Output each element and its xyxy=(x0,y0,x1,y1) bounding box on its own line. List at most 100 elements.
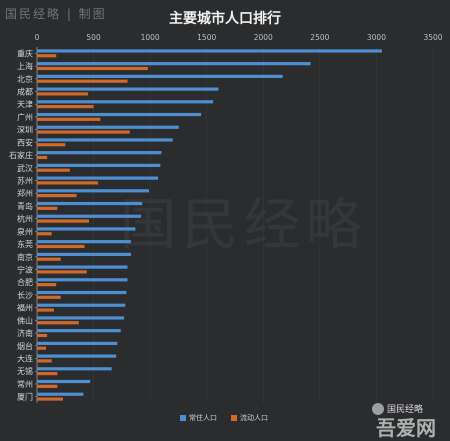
category-label: 武汉 xyxy=(17,163,33,173)
bar-resident xyxy=(37,227,136,231)
category-label: 泉州 xyxy=(17,226,33,236)
category-label: 常州 xyxy=(17,380,33,389)
bar-resident xyxy=(37,278,128,282)
watermark-bottom-label: 国民经略 xyxy=(387,405,424,415)
bar-resident xyxy=(37,214,142,218)
bar-floating xyxy=(37,397,64,401)
category-label: 成都 xyxy=(17,87,33,97)
x-tick-label: 500 xyxy=(86,33,101,42)
bar-floating xyxy=(37,117,101,121)
category-label: 济南 xyxy=(17,328,33,338)
bar-resident xyxy=(37,392,84,396)
category-label: 合肥 xyxy=(17,277,33,287)
bar-floating xyxy=(37,333,48,338)
bar-floating xyxy=(37,321,79,325)
bar-floating xyxy=(37,257,61,261)
bar-resident xyxy=(37,189,150,193)
bar-resident xyxy=(37,87,219,91)
category-label: 福州 xyxy=(17,304,33,313)
bar-floating xyxy=(37,372,58,376)
category-label: 杭州 xyxy=(17,214,33,224)
x-tick-label: 1000 xyxy=(141,33,160,42)
bar-floating xyxy=(37,384,58,388)
category-label: 东莞 xyxy=(17,239,33,249)
bar-resident xyxy=(37,316,125,320)
bar-resident xyxy=(37,201,143,206)
bar-floating xyxy=(37,194,77,198)
bar-floating xyxy=(37,308,54,312)
legend: 常住人口 流动人口 xyxy=(180,413,268,423)
legend-item-resident: 常住人口 xyxy=(180,413,217,423)
bar-resident xyxy=(37,265,128,269)
category-label: 烟台 xyxy=(17,341,33,351)
bar-resident xyxy=(37,125,179,129)
category-label: 长沙 xyxy=(17,290,33,300)
bar-resident xyxy=(37,341,118,345)
category-label: 郑州 xyxy=(17,188,33,198)
category-label: 深圳 xyxy=(17,125,33,135)
watermark-bottom-right: 国民经略 xyxy=(372,402,423,415)
legend-swatch-floating xyxy=(231,415,237,421)
category-label: 上海 xyxy=(17,61,33,71)
bar-resident xyxy=(37,163,161,167)
watermark-top-left: 国民经略 | 制图 xyxy=(5,7,107,21)
wechat-icon xyxy=(372,402,384,415)
x-tick-label: 1500 xyxy=(197,33,216,42)
bar-floating xyxy=(37,283,57,287)
category-label: 厦门 xyxy=(17,392,33,402)
bar-floating xyxy=(37,244,85,249)
bar-floating xyxy=(37,92,88,96)
bar-floating xyxy=(37,168,70,172)
watermark-center: 国民经略 xyxy=(120,193,368,258)
bar-resident xyxy=(37,176,159,180)
bar-floating xyxy=(37,155,48,160)
bar-floating xyxy=(37,54,57,58)
legend-label-floating: 流动人口 xyxy=(240,414,268,422)
chart-title: 主要城市人口排行 xyxy=(169,11,281,27)
category-label: 大连 xyxy=(17,354,33,364)
bar-resident xyxy=(37,74,283,78)
bar-floating xyxy=(37,270,87,274)
watermark-site: 吾爱网 xyxy=(376,416,436,440)
bar-floating xyxy=(37,181,99,185)
x-tick-label: 0 xyxy=(35,33,40,42)
category-label: 天津 xyxy=(17,99,33,109)
legend-item-floating: 流动人口 xyxy=(231,413,268,423)
x-tick-label: 3000 xyxy=(367,33,386,42)
bar-resident xyxy=(37,62,311,66)
bar-floating xyxy=(37,219,90,223)
bar-resident xyxy=(37,329,121,333)
bar-resident xyxy=(37,49,382,53)
category-label: 无锡 xyxy=(17,367,33,376)
bar-resident xyxy=(37,112,202,117)
bar-resident xyxy=(37,367,112,371)
category-label: 南京 xyxy=(17,252,33,262)
category-label: 青岛 xyxy=(17,201,33,211)
bar-resident xyxy=(37,240,131,244)
category-label: 广州 xyxy=(17,112,33,122)
bar-floating xyxy=(37,105,94,109)
x-tick-label: 3500 xyxy=(423,33,442,42)
category-label: 宁波 xyxy=(17,265,33,275)
category-label: 苏州 xyxy=(17,176,33,186)
category-label: 重庆 xyxy=(17,48,33,58)
x-tick-label: 2500 xyxy=(310,33,329,42)
bar-floating xyxy=(37,79,128,83)
bar-floating xyxy=(37,66,148,71)
bar-floating xyxy=(37,295,61,299)
bar-floating xyxy=(37,130,130,134)
bar-floating xyxy=(37,232,52,236)
legend-label-resident: 常住人口 xyxy=(189,414,217,422)
bar-resident xyxy=(37,151,162,155)
bar-resident xyxy=(37,100,214,104)
bar-resident xyxy=(37,252,131,256)
bar-floating xyxy=(37,143,66,147)
bar-resident xyxy=(37,138,173,142)
bar-resident xyxy=(37,303,126,307)
category-label: 石家庄 xyxy=(9,150,33,160)
bar-resident xyxy=(37,290,127,295)
bar-resident xyxy=(37,354,117,358)
category-label: 西安 xyxy=(17,137,33,147)
x-tick-label: 2000 xyxy=(254,33,273,42)
